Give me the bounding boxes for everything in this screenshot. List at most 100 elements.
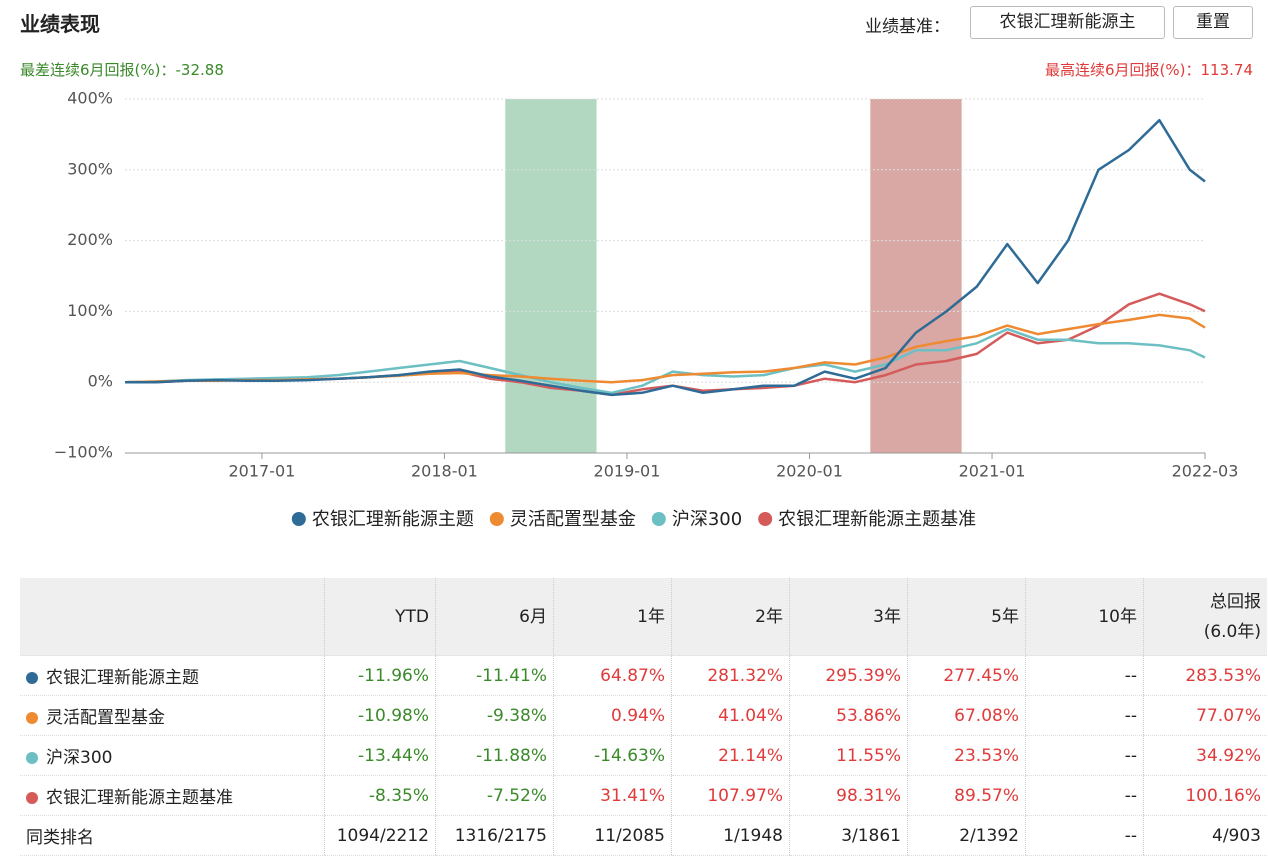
table-cell: 11/2085 — [553, 815, 672, 856]
table-cell: -- — [1025, 695, 1144, 736]
header-cell: 1年 — [553, 578, 672, 656]
x-tick-label: 2021-01 — [959, 462, 1026, 481]
row-name-text: 农银汇理新能源主题 — [46, 668, 199, 688]
chart: 最差连续6月回报(%)：-32.88 最高连续6月回报(%)：113.74 −100… — [20, 61, 1253, 531]
table-cell: -- — [1025, 815, 1144, 856]
table-cell: -11.41% — [435, 655, 554, 696]
series-line — [124, 327, 1206, 395]
header-cell: 6月 — [435, 578, 554, 656]
table-row: 同类排名 1094/2212 1316/2175 11/2085 1/1948 3/186… — [20, 815, 1267, 856]
table-cell: 11.55% — [789, 735, 908, 776]
table-cell: -7.52% — [435, 775, 554, 816]
table-cell: 107.97% — [671, 775, 790, 816]
worst-value: -32.88 — [176, 61, 224, 79]
benchmark-label: 业绩基准： — [865, 17, 950, 37]
header-text: (6.0年) — [1203, 621, 1261, 642]
table-row: 沪深300 -13.44% -11.88% -14.63% 21.14% 11.55% 23… — [20, 735, 1267, 776]
highlight-band — [870, 99, 962, 453]
best-value: 113.74 — [1201, 61, 1254, 79]
table-row: 农银汇理新能源主题 -11.96% -11.41% 64.87% 281.32% 295.… — [20, 655, 1267, 696]
table-cell: -9.38% — [435, 695, 554, 736]
table-cell: -- — [1025, 655, 1144, 696]
y-tick-label: 400% — [67, 89, 113, 108]
table-cell: -14.63% — [553, 735, 672, 776]
y-tick-label: −100% — [54, 443, 113, 462]
reset-button[interactable]: 重置 — [1173, 6, 1253, 39]
row-name: 农银汇理新能源主题基准 — [20, 775, 325, 816]
best-annotation: 最高连续6月回报(%)：113.74 — [1045, 61, 1253, 79]
y-tick-label: 200% — [67, 230, 113, 249]
y-tick-label: 300% — [67, 159, 113, 178]
table-cell: 283.53% — [1143, 655, 1267, 696]
table-cell: 1/1948 — [671, 815, 790, 856]
table-cell: 277.45% — [907, 655, 1026, 696]
legend-marker — [291, 512, 306, 526]
table-cell: -11.96% — [324, 655, 436, 696]
x-tick-label: 2017-01 — [228, 462, 295, 481]
header-text: 总回报 — [1210, 591, 1261, 612]
row-marker — [26, 752, 38, 764]
table-cell: 4/903 — [1143, 815, 1267, 856]
header-cell: 2年 — [671, 578, 790, 656]
performance-table: YTD 6月 1年 2年 3年 5年 10年 总回报 (6.0年) 农银汇理新能源主题 -11.96… — [20, 578, 1267, 856]
x-tick-label: 2020-01 — [776, 462, 843, 481]
row-marker — [26, 712, 38, 724]
header-cell: 3年 — [789, 578, 908, 656]
table-cell: 3/1861 — [789, 815, 908, 856]
table-cell: 2/1392 — [907, 815, 1026, 856]
row-name-text: 灵活配置型基金 — [46, 708, 165, 728]
row-marker — [26, 792, 38, 804]
table-cell: 41.04% — [671, 695, 790, 736]
x-tick-label: 2022-03 — [1172, 462, 1239, 481]
header-cell: 总回报 (6.0年) — [1143, 578, 1267, 656]
table-cell: 0.94% — [553, 695, 672, 736]
table-cell: 64.87% — [553, 655, 672, 696]
table-cell: 77.07% — [1143, 695, 1267, 736]
table-cell: 98.31% — [789, 775, 908, 816]
row-marker — [26, 672, 38, 684]
table-cell: -13.44% — [324, 735, 436, 776]
table-cell: 31.41% — [553, 775, 672, 816]
table-cell: -- — [1025, 775, 1144, 816]
header-cell: YTD — [324, 578, 436, 656]
table-cell: -8.35% — [324, 775, 436, 816]
table-cell: 295.39% — [789, 655, 908, 696]
table-row: 农银汇理新能源主题基准 -8.35% -7.52% 31.41% 107.97% 98.3… — [20, 775, 1267, 816]
series-line — [124, 313, 1206, 384]
worst-annotation: 最差连续6月回报(%)：-32.88 — [20, 61, 224, 79]
y-tick-label: 0% — [88, 372, 113, 391]
row-name-text: 同类排名 — [26, 828, 94, 848]
row-name: 灵活配置型基金 — [20, 695, 325, 736]
legend-label: 农银汇理新能源主题基准 — [778, 509, 976, 530]
table-cell: 100.16% — [1143, 775, 1267, 816]
header-cell — [20, 578, 325, 656]
row-name: 农银汇理新能源主题 — [20, 655, 325, 696]
table-cell: -10.98% — [324, 695, 436, 736]
table-cell: 21.14% — [671, 735, 790, 776]
y-tick-label: 100% — [67, 301, 113, 320]
table-cell: 281.32% — [671, 655, 790, 696]
row-name-text: 沪深300 — [46, 748, 113, 768]
table-cell: 1316/2175 — [435, 815, 554, 856]
table-cell: 53.86% — [789, 695, 908, 736]
legend-marker — [651, 512, 666, 526]
x-tick-label: 2018-01 — [411, 462, 478, 481]
row-name-text: 农银汇理新能源主题基准 — [46, 788, 233, 808]
table-cell: 34.92% — [1143, 735, 1267, 776]
legend-marker — [489, 512, 504, 526]
row-name: 沪深300 — [20, 735, 325, 776]
legend-marker — [758, 512, 773, 526]
best-label: 最高连续6月回报(%)： — [1045, 61, 1201, 79]
legend-label: 农银汇理新能源主题 — [312, 509, 474, 530]
table-cell: 1094/2212 — [324, 815, 436, 856]
highlight-band — [505, 99, 597, 453]
series-line — [125, 118, 1206, 397]
section-title: 业绩表现 — [20, 12, 100, 36]
legend: 农银汇理新能源主题 灵活配置型基金 沪深300 农银汇理新能源主题基准 — [291, 509, 976, 530]
table-cell: 23.53% — [907, 735, 1026, 776]
table-cell: 89.57% — [907, 775, 1026, 816]
legend-label: 沪深300 — [672, 509, 742, 530]
table-cell: 67.08% — [907, 695, 1026, 736]
benchmark-select[interactable]: 农银汇理新能源主 — [970, 6, 1165, 39]
